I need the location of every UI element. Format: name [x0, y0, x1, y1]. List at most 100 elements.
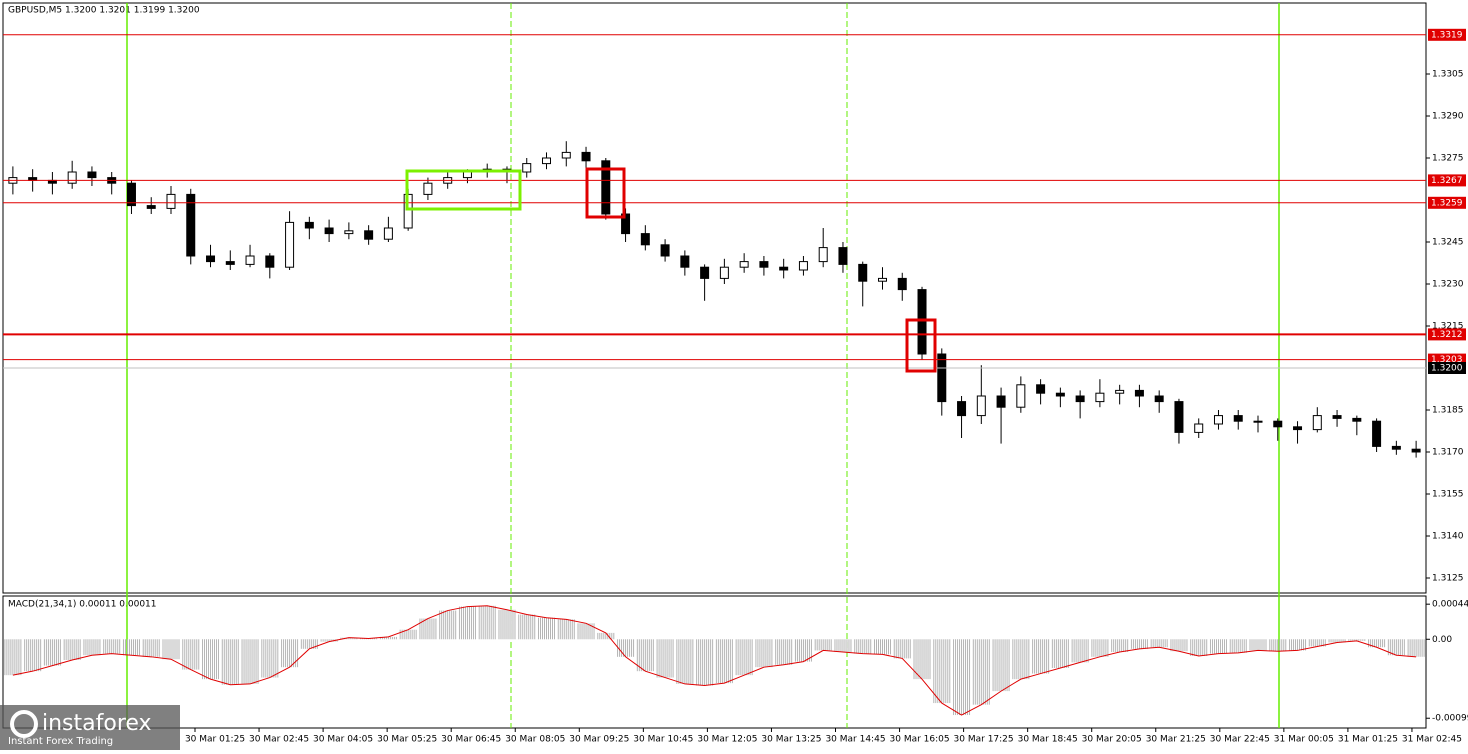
candle-body — [957, 401, 967, 417]
chart-title: GBPUSD,M5 1.3200 1.3201 1.3199 1.3200 — [8, 6, 200, 16]
candle-body — [581, 151, 591, 162]
y-tick-label: 1.3275 — [1432, 154, 1464, 164]
candle-body — [759, 261, 769, 268]
candle-body — [739, 261, 749, 268]
y-tick-label: 1.3290 — [1432, 112, 1464, 122]
candle-body — [700, 266, 710, 279]
candle-body — [1174, 401, 1184, 433]
candle-body — [1095, 392, 1105, 403]
candle-body — [1213, 415, 1223, 425]
y-tick-label: 1.3305 — [1432, 70, 1464, 80]
current-price-label: 1.3200 — [1431, 364, 1463, 374]
candle-body — [206, 255, 216, 263]
candle-body — [1055, 392, 1065, 397]
signal-box — [905, 318, 937, 373]
candle-body — [996, 395, 1006, 408]
candle-body — [542, 157, 552, 165]
signal-box — [405, 169, 522, 211]
candle-body — [522, 163, 532, 173]
candle-body — [1332, 415, 1342, 419]
x-tick-label: 30 Mar 13:25 — [761, 735, 821, 745]
candle-body — [1273, 420, 1283, 428]
candle-body — [561, 151, 571, 159]
signal-line — [12, 605, 1417, 716]
candle-body — [818, 247, 828, 263]
level-label: 1.3267 — [1431, 176, 1463, 186]
candle-body — [324, 227, 334, 235]
candle-body — [976, 395, 986, 417]
candle-body — [1075, 395, 1085, 403]
candle-body — [186, 193, 196, 257]
x-tick-label: 30 Mar 12:05 — [697, 735, 757, 745]
level-label-bg — [1428, 28, 1466, 41]
x-tick-label: 30 Mar 20:05 — [1082, 735, 1142, 745]
candle-body — [245, 255, 255, 265]
x-tick-label: 30 Mar 08:05 — [505, 735, 565, 745]
candle-body — [225, 261, 235, 265]
y-tick-label: 1.3230 — [1432, 280, 1464, 290]
level-label: 1.3319 — [1431, 30, 1463, 40]
candle-body — [719, 266, 729, 279]
x-tick-label: 31 Mar 00:05 — [1274, 735, 1334, 745]
candle-body — [423, 182, 433, 195]
x-tick-label: 30 Mar 18:45 — [1018, 735, 1078, 745]
candle-body — [1115, 389, 1125, 394]
x-tick-label: 30 Mar 10:45 — [633, 735, 693, 745]
candle-body — [838, 247, 848, 265]
candle-body — [166, 193, 176, 209]
candle-body — [1411, 448, 1421, 453]
x-tick-label: 31 Mar 02:45 — [1402, 735, 1462, 745]
x-tick-label: 30 Mar 17:25 — [954, 735, 1014, 745]
level-label-bg — [1428, 174, 1466, 187]
candle-body — [1391, 445, 1401, 450]
candle-body — [1154, 395, 1164, 403]
y-tick-label: -0.00099 — [1432, 714, 1468, 724]
y-tick-label: 0.00044 — [1432, 600, 1468, 610]
candle-body — [1372, 420, 1382, 447]
x-tick-label: 30 Mar 16:05 — [890, 735, 950, 745]
candle-body — [798, 261, 808, 271]
level-label: 1.3212 — [1431, 330, 1463, 340]
candle-body — [1016, 384, 1026, 408]
x-tick-label: 30 Mar 14:45 — [825, 735, 885, 745]
candle-body — [1312, 415, 1322, 431]
candle-body — [67, 171, 77, 184]
candle-body — [1253, 420, 1263, 423]
price-panel — [2, 2, 1427, 594]
candle-body — [265, 255, 275, 268]
y-tick-label: 1.3170 — [1432, 448, 1464, 458]
candle-body — [937, 353, 947, 403]
x-tick-label: 31 Mar 01:25 — [1338, 735, 1398, 745]
current-price-bg — [1428, 362, 1466, 374]
x-tick-label: 30 Mar 01:25 — [185, 735, 245, 745]
x-tick-label: 30 Mar 02:45 — [249, 735, 309, 745]
y-tick-label: 1.3125 — [1432, 574, 1464, 584]
candle-body — [1352, 417, 1362, 422]
logo-icon — [10, 710, 38, 738]
candle-body — [1293, 426, 1303, 431]
x-tick-label: 30 Mar 06:45 — [441, 735, 501, 745]
x-tick-label: 30 Mar 22:45 — [1210, 735, 1270, 745]
y-tick-label: 1.3140 — [1432, 532, 1464, 542]
x-tick-label: 30 Mar 05:25 — [377, 735, 437, 745]
x-tick-label: 30 Mar 04:05 — [313, 735, 373, 745]
y-tick-label: 1.3185 — [1432, 406, 1464, 416]
candle-body — [344, 230, 354, 235]
y-tick-label: 1.3215 — [1432, 322, 1464, 332]
y-tick-label: 1.3155 — [1432, 490, 1464, 500]
logo-name: instaforex — [42, 711, 152, 736]
candle-body — [285, 221, 295, 268]
candle-body — [304, 221, 314, 229]
level-label: 1.3259 — [1431, 198, 1463, 208]
level-label-bg — [1428, 196, 1466, 209]
y-tick-label: 1.3245 — [1432, 238, 1464, 248]
candle-body — [660, 244, 670, 257]
candle-body — [640, 233, 650, 246]
y-tick-label: 0.00 — [1432, 635, 1452, 645]
candle-body — [1036, 384, 1046, 394]
session-lines — [126, 3, 1280, 728]
candle-body — [858, 263, 868, 282]
candle-body — [680, 255, 690, 268]
